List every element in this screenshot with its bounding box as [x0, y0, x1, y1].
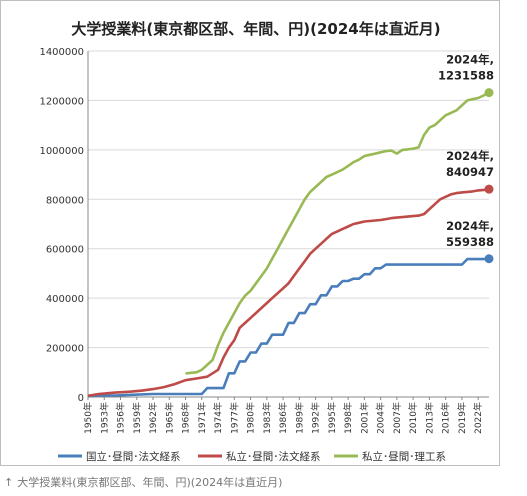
x-tick-label: 2007年: [391, 402, 403, 434]
x-tick-label: 1986年: [277, 402, 289, 434]
x-tick-label: 2001年: [358, 402, 370, 434]
y-tick-label: 1000000: [39, 146, 84, 157]
x-tick-label: 1995年: [326, 402, 338, 434]
x-tick-label: 2016年: [440, 402, 452, 434]
x-tick-label: 1959年: [131, 402, 143, 434]
end-label-value: 840947: [446, 165, 494, 179]
up-arrow-icon: ↑: [4, 476, 14, 489]
x-tick-label: 2019年: [456, 402, 468, 434]
x-tick-label: 1998年: [342, 402, 354, 434]
y-tick-label: 800000: [46, 195, 84, 206]
x-tick-label: 1989年: [293, 402, 305, 434]
y-tick-label: 400000: [46, 294, 84, 305]
legend-label-2: 私立･昼間･理工系: [362, 450, 446, 463]
x-tick-label: 2022年: [472, 402, 484, 434]
legend-label-1: 私立･昼間･法文経系: [226, 450, 321, 463]
y-tick-label: 200000: [46, 344, 84, 355]
image-caption: ↑ 大学授業料(東京都区部、年間、円)(2024年は直近月): [4, 474, 282, 490]
y-tick-label: 1400000: [39, 47, 84, 58]
chart-frame: 大学授業料(東京都区部、年間、円)(2024年は直近月) 0 200000 4000…: [0, 0, 500, 466]
x-tick-label: 1968年: [180, 402, 192, 434]
x-tick-label: 1983年: [261, 402, 273, 434]
series-end-marker-2: [484, 88, 494, 98]
x-tick-label: 1974年: [212, 402, 224, 434]
y-tick-label: 0: [78, 393, 84, 404]
end-label-year: 2024年,: [446, 149, 494, 163]
end-label-value: 1231588: [438, 69, 494, 83]
x-tick-label: 1980年: [245, 402, 257, 434]
y-tick-label: 1200000: [39, 96, 84, 107]
x-tick-label: 1977年: [228, 402, 240, 434]
legend-label-0: 国立･昼間･法文経系: [86, 450, 181, 463]
legend: 国立･昼間･法文経系 私立･昼間･法文経系 私立･昼間･理工系: [58, 450, 446, 463]
series-end-marker-1: [484, 184, 494, 194]
series-line-0: [87, 257, 490, 398]
end-label-year: 2024年,: [446, 219, 494, 233]
series-line-1: [87, 187, 490, 398]
x-tick-label: 1965年: [163, 402, 175, 434]
series-layer: [87, 88, 494, 398]
chart-title: 大学授業料(東京都区部、年間、円)(2024年は直近月): [71, 20, 440, 38]
series-line-2: [185, 91, 490, 375]
line-chart: 大学授業料(東京都区部、年間、円)(2024年は直近月) 0 200000 4000…: [39, 20, 494, 463]
grid: [88, 50, 489, 398]
y-tick-label: 600000: [46, 245, 84, 256]
end-label-value: 559388: [446, 235, 494, 249]
x-tick-label: 2013年: [423, 402, 435, 434]
x-tick-label: 1953年: [98, 402, 110, 434]
axes: 0 200000 400000 600000 800000 1000000 1200000 1…: [39, 47, 484, 434]
x-tick-label: 1971年: [196, 402, 208, 434]
series-end-marker-0: [484, 254, 494, 264]
x-tick-label: 1950年: [82, 402, 94, 434]
x-tick-label: 2010年: [407, 402, 419, 434]
end-labels: 2024年, 559388 2024年, 840947 2024年, 1231588: [438, 53, 494, 249]
x-tick-label: 1962年: [147, 402, 159, 434]
x-tick-label: 1956年: [115, 402, 127, 434]
caption-text: 大学授業料(東京都区部、年間、円)(2024年は直近月): [17, 476, 283, 489]
end-label-year: 2024年,: [446, 53, 494, 67]
x-tick-label: 1992年: [310, 402, 322, 434]
x-tick-label: 2004年: [375, 402, 387, 434]
